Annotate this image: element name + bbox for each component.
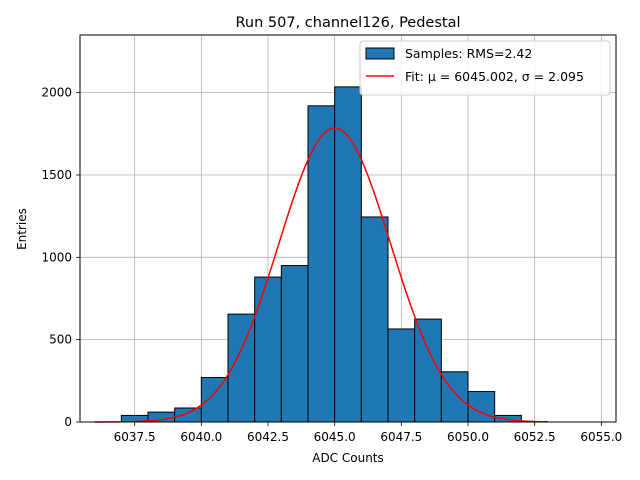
x-tick-label: 6042.5 bbox=[247, 430, 289, 444]
legend-label-samples: Samples: RMS=2.42 bbox=[405, 46, 532, 61]
histogram-bars bbox=[120, 86, 522, 423]
x-tick-label: 6045.0 bbox=[314, 430, 356, 444]
legend-box bbox=[359, 40, 611, 96]
y-tick-label: 2000 bbox=[41, 86, 72, 100]
legend: Samples: RMS=2.42 Fit: μ = 6045.002, σ =… bbox=[359, 40, 611, 96]
histogram-bar bbox=[307, 105, 336, 423]
x-tick-label: 6040.0 bbox=[180, 430, 222, 444]
histogram-bar bbox=[254, 276, 282, 423]
y-tick-label: 500 bbox=[49, 333, 72, 347]
legend-label-fit: Fit: μ = 6045.002, σ = 2.095 bbox=[405, 69, 584, 84]
x-axis-label: ADC Counts bbox=[312, 451, 384, 465]
histogram-bar bbox=[200, 377, 229, 423]
x-tick-label: 6050.0 bbox=[447, 430, 489, 444]
legend-swatch-samples bbox=[365, 47, 395, 60]
histogram-bar bbox=[387, 328, 416, 423]
y-tick-label: 0 bbox=[64, 415, 72, 429]
y-axis: 0 500 1000 1500 2000 bbox=[41, 86, 80, 429]
x-tick-label: 6052.5 bbox=[514, 430, 556, 444]
y-tick-label: 1000 bbox=[41, 250, 72, 264]
fit-curve-group bbox=[94, 127, 549, 423]
histogram-bar bbox=[280, 265, 309, 423]
x-axis: 6037.5 6040.0 6042.5 6045.0 6047.5 6050.0 6052… bbox=[114, 422, 622, 444]
histogram-bar bbox=[414, 318, 442, 423]
plot-frame bbox=[79, 34, 617, 423]
fit-curve bbox=[94, 127, 549, 423]
x-tick-label: 6055.0 bbox=[580, 430, 622, 444]
histogram-bar bbox=[467, 391, 496, 423]
histogram-bar bbox=[174, 407, 202, 423]
x-tick-label: 6037.5 bbox=[114, 430, 156, 444]
histogram-bar bbox=[360, 216, 389, 423]
y-tick-label: 1500 bbox=[41, 168, 72, 182]
chart-title: Run 507, channel126, Pedestal bbox=[235, 15, 460, 31]
y-axis-label: Entries bbox=[15, 208, 29, 250]
x-tick-label: 6047.5 bbox=[380, 430, 422, 444]
